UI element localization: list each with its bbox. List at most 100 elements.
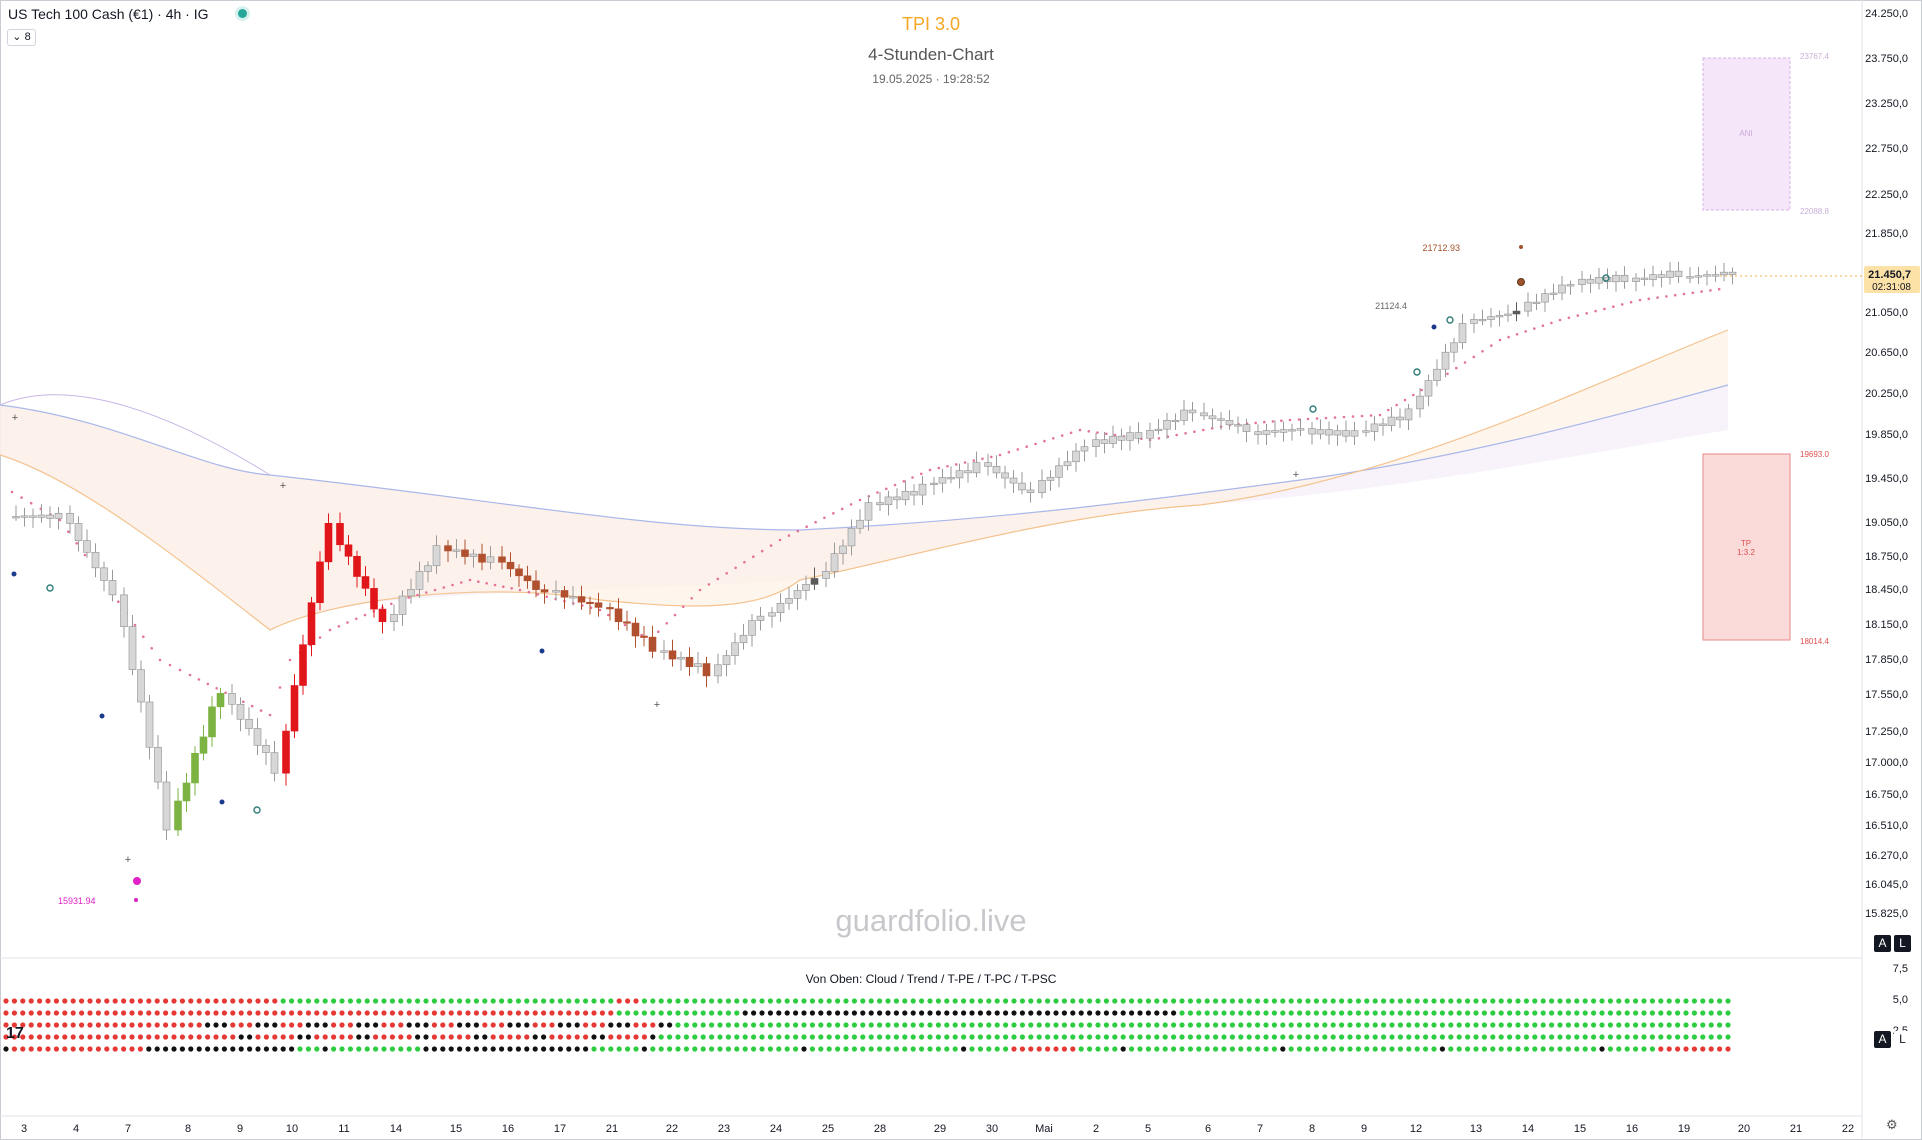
trend-dot [1507,335,1510,339]
tpi-dot [70,1046,76,1052]
tpi-dot [490,1010,496,1016]
tpi-dot [935,1010,942,1016]
tpi-dot [1700,1010,1706,1016]
tpi-dot [532,1046,538,1052]
tpi-dot [1574,1010,1580,1016]
trend-dot [665,622,668,625]
tpi-dot [591,1034,597,1040]
candle-body [83,540,91,553]
time-tick-label: 4 [73,1123,79,1135]
tpi-dot [499,1022,505,1028]
tp-top-label: 19693.0 [1800,450,1829,459]
symbol-legend[interactable]: US Tech 100 Cash (€1) · 4h · IG [8,6,248,22]
tpi-dot [994,1034,1000,1040]
tpi-dot [356,1010,362,1016]
tpi-dot [1053,1022,1059,1028]
tpi-dot [566,1046,572,1052]
tpi-dot [137,1034,143,1040]
trend-dot [337,625,341,628]
tpi-dot [146,998,152,1004]
tpi-dot [650,1046,656,1052]
cross-marker: + [654,699,660,711]
tpi-dot [1179,1034,1185,1040]
candle-body [1362,430,1370,433]
tpi-dot [1095,998,1101,1004]
tpi-dot [28,1010,34,1016]
tpi-dot [1473,1046,1479,1052]
tpi-dot [1103,1010,1109,1016]
price-axis: 24.250,023.750,023.250,022.750,022.250,0… [1720,8,1920,920]
price-tick-label: 17.550,0 [1865,689,1908,701]
tpi-dot [1481,1034,1487,1040]
candle-body [270,752,279,774]
tpi-dot [1171,1034,1177,1040]
tpi-dot [1271,1046,1277,1052]
tpi-dot [1649,1022,1655,1028]
pane-log-scale-button[interactable]: L [1894,1031,1911,1048]
tpi-dot [969,1034,975,1040]
tpi-dot [1053,1010,1059,1016]
tpi-dot [398,1022,404,1028]
tpi-dot [373,1010,379,1016]
tpi-dot [1070,1010,1076,1016]
tpi-dot [608,1010,614,1016]
tpi-dot [364,1034,370,1040]
candle-body [938,477,947,484]
trend-dot [1060,434,1064,437]
symbol-name[interactable]: US Tech 100 Cash (€1) · 4h · IG [8,6,209,22]
candle-body [1154,428,1163,431]
tpi-dot [524,1022,530,1028]
trend-dot [1087,430,1091,433]
tpi-dot [1599,1046,1605,1052]
tpi-dot [1675,1046,1681,1052]
trend-dot [493,583,497,587]
trend-dot [1585,312,1588,315]
tpi-dot [658,1022,664,1028]
tpi-dot [1154,1022,1160,1028]
tpi-dot [1725,1022,1731,1028]
candle-body [1566,284,1575,287]
trend-dot [858,498,862,502]
tpi-dot [45,1010,51,1016]
tpi-dot [994,1022,1000,1028]
tpi-dot [1658,1022,1664,1028]
tpi-dot [1691,1010,1697,1016]
tpi-dot [751,1034,757,1040]
candle-body [569,596,577,599]
tpi-dot [322,1010,328,1016]
auto-scale-button[interactable]: A [1874,935,1891,952]
price-tick-label: 21.850,0 [1865,228,1908,240]
tpi-dot [549,1010,555,1016]
tpi-dot [1389,1046,1395,1052]
tpi-dot [860,1046,866,1052]
time-tick-label: 11 [338,1123,349,1135]
pane-auto-scale-button[interactable]: A [1874,1031,1891,1048]
tpi-dot [1339,1022,1345,1028]
trend-dot [1498,338,1502,342]
tpi-dot [163,998,169,1004]
tpi-dot [1179,1022,1185,1028]
candle-body [1578,278,1586,285]
trend-dot [1638,298,1642,302]
tpi-dot [1221,1034,1227,1040]
tpi-dot [297,1010,303,1016]
tpi-dot [1725,998,1731,1004]
tpi-dot [70,1022,76,1028]
tpi-dot [1263,1034,1269,1040]
gear-icon[interactable]: ⚙ [1886,1117,1898,1132]
tpi-dot [574,1010,580,1016]
tpi-dot [280,1046,286,1052]
candle-body [1458,323,1467,344]
tpi-dot [20,1034,26,1040]
tpi-dot [784,1034,790,1040]
tpi-dot [1406,998,1412,1004]
tpi-dot [633,1010,639,1016]
tpi-dot [616,1010,622,1016]
candle-body [685,656,694,668]
trend-dot [1034,442,1037,446]
tpi-dot [1045,1046,1051,1052]
log-scale-button[interactable]: L [1894,935,1911,952]
indicator-toggle-button[interactable]: ⌄ 8 [7,29,36,46]
